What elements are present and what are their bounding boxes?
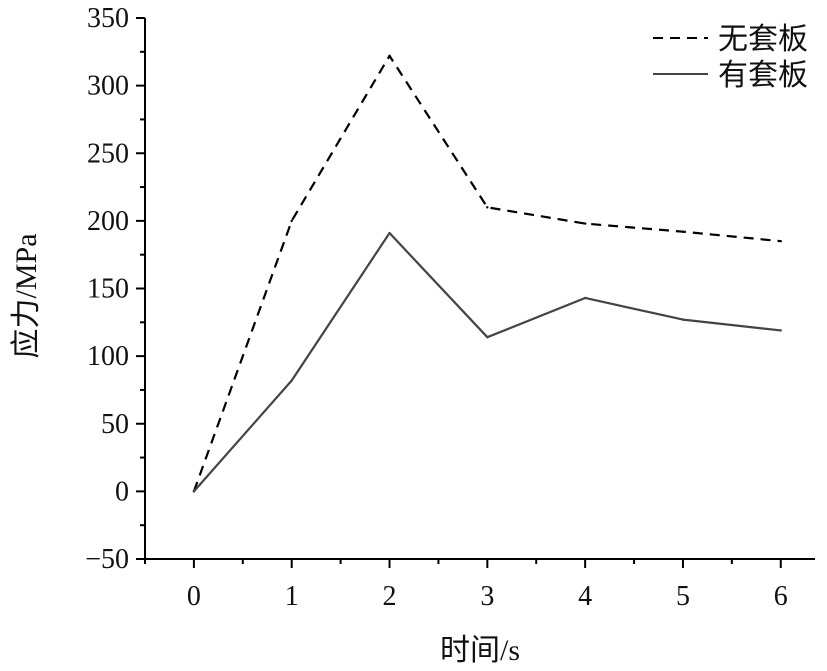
y-ticks: −50 0 50 100 150 200 250 300 350 [85, 3, 145, 575]
y-axis-title: 应力/MPa [10, 233, 43, 358]
y-tick-label: 100 [87, 341, 129, 372]
y-tick-label: 0 [115, 476, 129, 507]
series-line-with-sleeve [193, 231, 781, 493]
legend-label-with-sleeve: 有套板 [718, 59, 808, 92]
data-point [388, 54, 391, 58]
y-tick-label: 150 [87, 274, 129, 305]
data-point [486, 335, 489, 339]
data-point [779, 329, 782, 332]
data-point [779, 239, 782, 243]
x-tick-label: 1 [285, 581, 299, 612]
legend: 无套板 有套板 [653, 23, 808, 92]
data-point [388, 231, 391, 235]
y-tick-label: 50 [101, 409, 129, 440]
x-tick-label: 2 [383, 581, 397, 612]
data-point [583, 222, 587, 225]
x-ticks: 0 1 2 3 4 5 6 [144, 559, 788, 612]
x-tick-label: 3 [480, 581, 494, 612]
data-point [290, 379, 293, 382]
y-tick-label: 250 [87, 138, 129, 169]
x-tick-label: 5 [676, 581, 690, 612]
legend-label-no-sleeve: 无套板 [718, 23, 808, 56]
y-tick-label: 200 [87, 206, 129, 237]
data-point [583, 296, 587, 300]
x-tick-label: 4 [578, 581, 592, 612]
y-tick-label: 350 [87, 3, 129, 34]
axes [144, 18, 815, 560]
data-point [290, 219, 293, 223]
data-point [192, 490, 196, 493]
data-point [681, 318, 685, 321]
y-tick-label: −50 [85, 544, 129, 575]
data-point [486, 206, 489, 209]
series-line-no-sleeve [192, 54, 781, 492]
series-layer [192, 54, 782, 493]
data-point [681, 230, 685, 233]
x-tick-label: 6 [774, 581, 788, 612]
x-tick-label: 0 [187, 581, 201, 612]
x-axis-title: 时间/s [440, 634, 520, 667]
y-tick-label: 300 [87, 71, 129, 102]
